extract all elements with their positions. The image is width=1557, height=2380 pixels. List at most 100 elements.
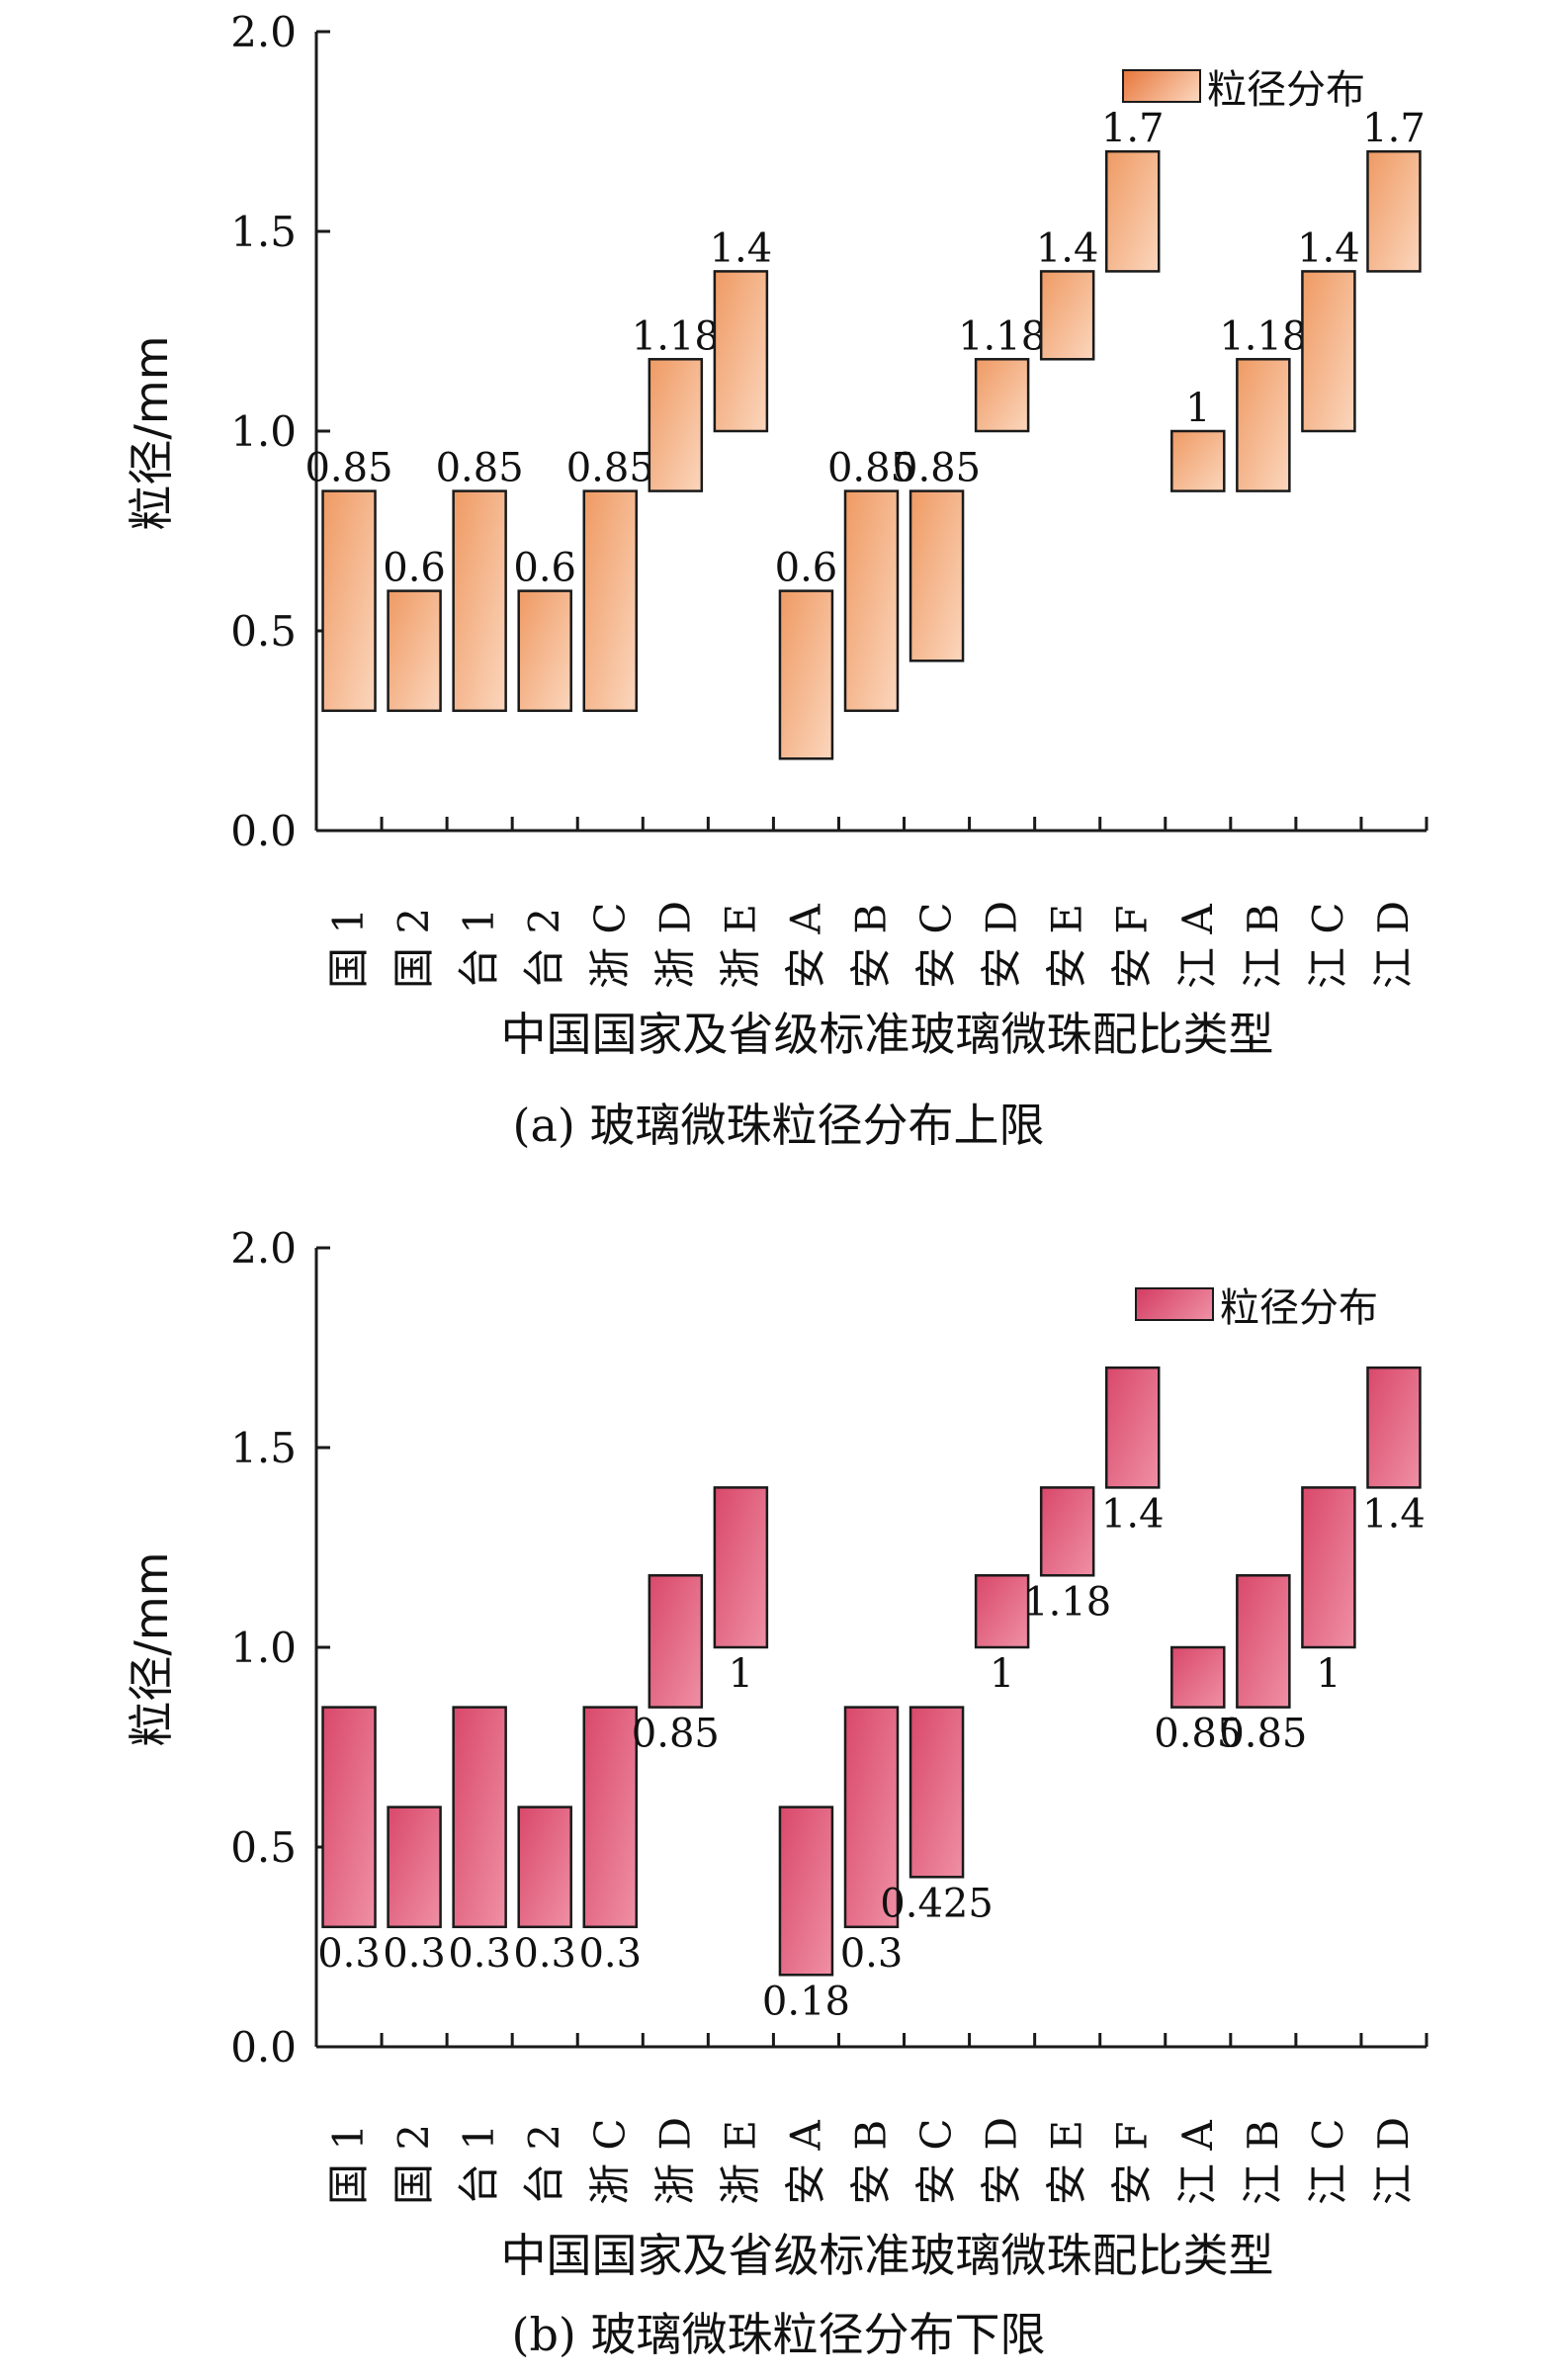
bar (778, 1806, 834, 1977)
x-tick-label: 浙 D (650, 2117, 699, 2205)
bar (778, 589, 834, 760)
y-tick-label: 1.0 (230, 1624, 297, 1672)
x-tick-label: 安 E (1043, 904, 1091, 989)
x-tick-label: 安 A (781, 2120, 829, 2205)
x-tick-label: 江 B (1239, 2120, 1287, 2205)
x-tick-label: 安 B (847, 904, 896, 989)
bar (974, 1574, 1030, 1649)
bar (1170, 429, 1226, 492)
data-label: 0.6 (383, 546, 446, 591)
data-label: 0.85 (827, 446, 915, 491)
legend-label: 粒径分布 (1207, 67, 1365, 113)
x-tick-label: 安 F (1108, 906, 1157, 990)
data-label: 0.3 (448, 1931, 511, 1977)
x-tick-label: 浙 C (585, 2119, 634, 2206)
bar (713, 270, 769, 433)
data-label: 1 (990, 1651, 1014, 1697)
data-label: 0.85 (1154, 1712, 1242, 1757)
bar (1366, 149, 1422, 273)
x-axis-title: 中国国家及省级标准玻璃微珠配比类型 (500, 1008, 1274, 1061)
x-tick-label: 浙 C (585, 903, 634, 990)
y-tick-label: 0.5 (230, 1823, 297, 1872)
data-label: 0.85 (632, 1712, 720, 1757)
caption: (b) 玻璃微珠粒径分布下限 (511, 2308, 1046, 2361)
data-label: 0.6 (513, 546, 576, 591)
x-tick-label: 国 2 (389, 908, 438, 989)
x-tick-label: 台 2 (520, 2124, 568, 2205)
x-tick-label: 安 F (1108, 2122, 1157, 2206)
x-tick-label: 安 B (847, 2120, 896, 2205)
data-label: 1.4 (1362, 1491, 1426, 1537)
bar (1301, 270, 1356, 433)
x-tick-label: 国 1 (324, 908, 373, 989)
x-tick-label: 台 2 (520, 908, 568, 989)
data-label: 1.4 (1297, 225, 1360, 271)
caption: (a) 玻璃微珠粒径分布上限 (512, 1099, 1045, 1152)
bar (321, 1706, 377, 1929)
x-tick-label: 安 D (978, 901, 1026, 989)
bar (1366, 1366, 1422, 1489)
y-tick-label: 1.5 (230, 208, 297, 256)
x-tick-label: 江 D (1369, 901, 1418, 989)
bar (648, 1574, 704, 1709)
data-label: 1 (1185, 386, 1210, 431)
bar (908, 489, 965, 662)
y-tick-label: 2.0 (230, 1224, 297, 1273)
x-tick-label: 安 C (912, 903, 961, 990)
y-tick-label: 1.5 (230, 1424, 297, 1472)
x-tick-label: 国 1 (324, 2124, 373, 2205)
bar (387, 1806, 442, 1929)
y-tick-label: 0.0 (230, 807, 297, 855)
chart-panel-upper-limit: 0.0 0.5 1.0 1.5 2.0 0.85 国 1 0.6 国 2 0.85 台 1 0.6 台 … (0, 0, 1557, 1187)
x-tick-label: 国 2 (389, 2124, 438, 2205)
data-label: 0.3 (513, 1931, 576, 1977)
data-label: 0.85 (436, 446, 524, 491)
x-tick-label: 江 C (1304, 903, 1352, 990)
bar (452, 489, 507, 713)
chart-upper-limit: 0.0 0.5 1.0 1.5 2.0 0.85 国 1 0.6 国 2 0.85 台 1 0.6 台 … (230, 8, 1428, 990)
x-tick-label: 安 E (1043, 2120, 1091, 2205)
bar (1039, 270, 1095, 361)
data-label: 0.85 (304, 446, 392, 491)
chart-lower-limit: 0.0 0.5 1.0 1.5 2.0 0.3 国 1 0.3 国 2 0.3 台 1 0.3 台 2 0… (230, 1224, 1428, 2206)
data-label: 1.7 (1101, 106, 1165, 151)
data-label: 1.7 (1362, 106, 1426, 151)
bar (1039, 1486, 1095, 1577)
bar (843, 489, 900, 713)
y-tick-label: 1.0 (230, 407, 297, 456)
x-axis-title: 中国国家及省级标准玻璃微珠配比类型 (500, 2229, 1274, 2282)
data-label: 1.18 (632, 313, 720, 359)
bar (1236, 1574, 1291, 1709)
data-label: 0.85 (1219, 1712, 1307, 1757)
bar (974, 358, 1030, 433)
data-label: 1 (1316, 1651, 1341, 1697)
x-tick-label: 江 B (1239, 904, 1287, 989)
bar (452, 1706, 507, 1929)
bar (321, 489, 377, 713)
bar (1104, 1366, 1161, 1489)
bar (1301, 1486, 1356, 1649)
x-tick-label: 江 A (1173, 2120, 1222, 2205)
data-label: 0.3 (317, 1931, 381, 1977)
y-tick-label: 0.0 (230, 2023, 297, 2071)
data-label: 0.85 (893, 446, 981, 491)
x-tick-label: 浙 E (716, 904, 764, 989)
y-tick-label: 0.5 (230, 607, 297, 656)
x-tick-label: 台 1 (455, 908, 503, 989)
data-label: 0.85 (566, 446, 654, 491)
x-tick-label: 台 1 (455, 2124, 503, 2205)
data-label: 1.18 (1023, 1579, 1111, 1625)
y-tick-label: 2.0 (230, 8, 297, 56)
bar (648, 358, 704, 492)
x-tick-label: 浙 E (716, 2120, 764, 2205)
data-label: 0.425 (880, 1881, 994, 1926)
data-label: 1.18 (958, 313, 1046, 359)
data-label: 1.4 (1036, 225, 1099, 271)
data-label: 0.18 (762, 1979, 850, 2024)
legend-swatch (1135, 1287, 1214, 1321)
data-label: 1.4 (1101, 1491, 1165, 1537)
data-label: 0.3 (578, 1931, 642, 1977)
y-axis-title: 粒径/mm (125, 335, 178, 531)
bar (713, 1486, 769, 1649)
bar (843, 1706, 900, 1929)
